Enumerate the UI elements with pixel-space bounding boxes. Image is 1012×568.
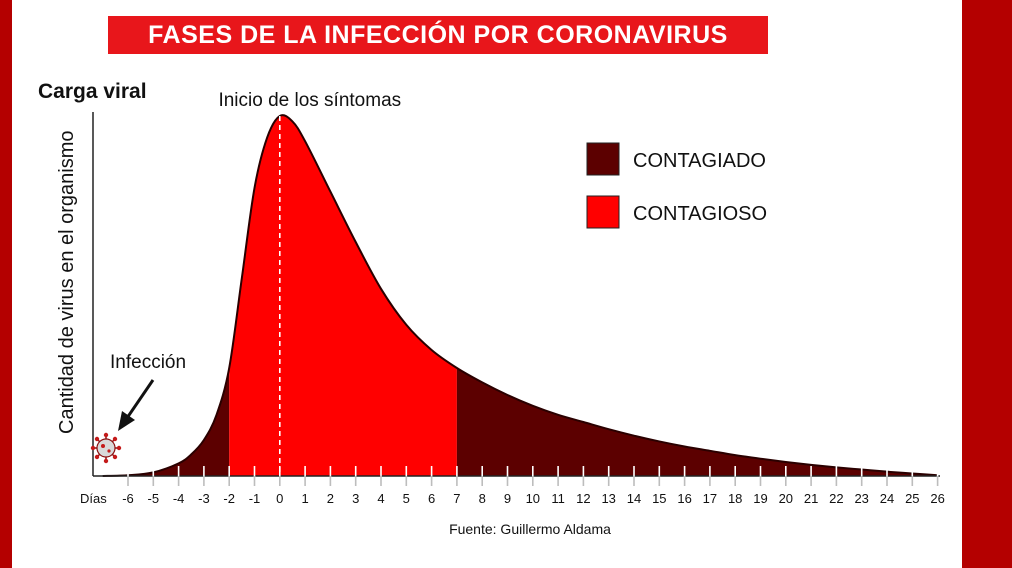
x-tick-label: 19 [753,491,767,506]
x-tick-label: 8 [479,491,486,506]
x-tick-label: 4 [377,491,384,506]
phase-layer [102,115,938,477]
x-tick-label: -2 [223,491,235,506]
y-axis-label: Cantidad de virus en el organismo [56,130,78,434]
legend-swatch-contagiado [586,142,620,176]
frame-left [0,0,12,568]
ylabel-top: Carga viral [38,80,147,103]
phase-area-contagiado-2 [456,368,938,476]
x-tick-label: 22 [829,491,843,506]
x-tick-label: -4 [173,491,185,506]
x-tick-label: 0 [276,491,283,506]
x-axis-label: Días [80,491,107,506]
x-tick-label: -3 [198,491,210,506]
phase-area-contagioso-1 [229,115,457,477]
x-tick-label: 14 [627,491,641,506]
x-tick-label: -5 [148,491,160,506]
x-tick-label: -1 [249,491,261,506]
chart-title: FASES DE LA INFECCIÓN POR CORONAVIRUS [108,16,768,54]
x-tick-label: 3 [352,491,359,506]
legend-label-contagiado: CONTAGIADO [633,150,766,172]
x-tick-label: 11 [551,491,565,506]
x-tick-label: 15 [652,491,666,506]
x-tick-label: 12 [576,491,590,506]
x-tick-label: 9 [504,491,511,506]
x-tick-label: 24 [880,491,894,506]
x-tick-label: 13 [601,491,615,506]
x-tick-label: 21 [804,491,818,506]
symptom-onset-label: Inicio de los síntomas [218,90,401,111]
x-tick-label: 7 [453,491,460,506]
x-tick-label: -6 [122,491,134,506]
legend: CONTAGIADO CONTAGIOSO [586,142,767,229]
x-tick-label: 18 [728,491,742,506]
x-tick-label: 23 [854,491,868,506]
x-tick-label: 6 [428,491,435,506]
x-tick-label: 26 [930,491,944,506]
frame-right [962,0,1012,568]
source-note: Fuente: Guillermo Aldama [449,521,611,537]
x-tick-label: 20 [779,491,793,506]
tick-layer: -6 -5 -4 -3 -2 -1 0 1 2 3 4 5 6 7 8 9 10 11 12 13 14 15 16 17 18… [122,466,945,506]
x-tick-label: 1 [301,491,308,506]
x-tick-label: 10 [526,491,540,506]
x-tick-label: 17 [703,491,717,506]
x-tick-label: 2 [327,491,334,506]
x-tick-label: 16 [677,491,691,506]
arrow-down-left-icon [118,379,155,431]
legend-label-contagioso: CONTAGIOSO [633,203,767,225]
coronavirus-icon [90,432,122,464]
legend-swatch-contagioso [586,195,620,229]
infection-label: Infección [110,352,186,373]
x-tick-label: 5 [403,491,410,506]
curve-outline [102,114,938,477]
x-tick-label: 25 [905,491,919,506]
